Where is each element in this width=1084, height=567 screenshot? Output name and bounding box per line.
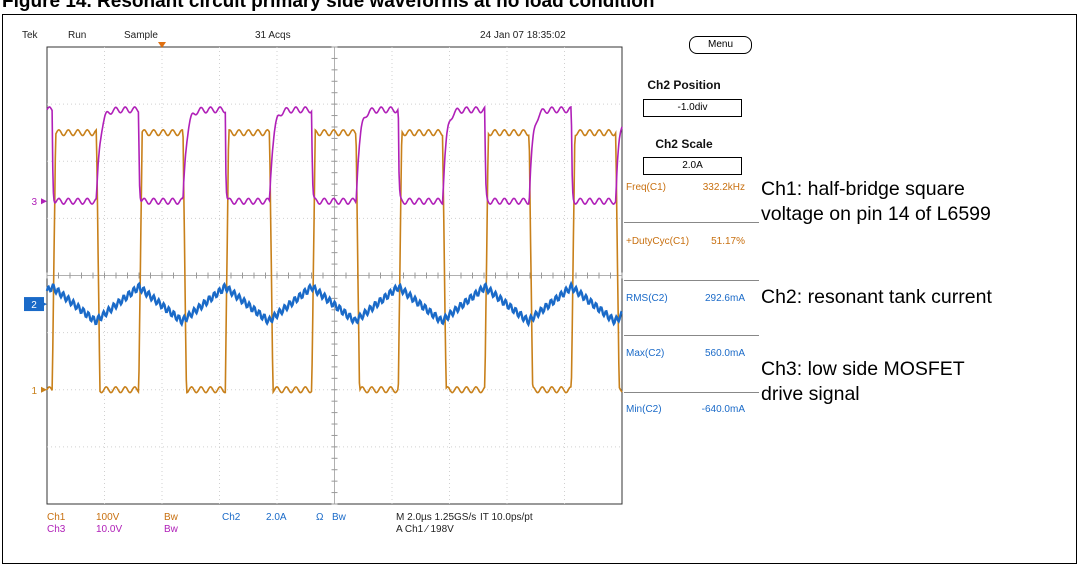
ch2-scale-title: Ch2 Scale <box>655 137 713 151</box>
meas-value: 51.17% <box>711 236 745 247</box>
ch2-scale-value[interactable]: 2.0A <box>643 157 742 175</box>
run-status: Run <box>68 30 87 41</box>
trigger-readout: A Ch1 ⁄ 198V <box>396 524 454 535</box>
meas-divider <box>624 222 759 223</box>
meas-value: 332.2kHz <box>702 182 745 193</box>
meas-divider <box>624 392 759 393</box>
annotation-line: Ch2: resonant tank current <box>761 286 992 308</box>
ch2-marker-arrow <box>41 301 47 308</box>
ch2-marker-box <box>24 297 44 312</box>
trigger-position-marker <box>158 42 166 48</box>
meas-value: 292.6mA <box>704 293 745 304</box>
ch3-marker-arrow <box>41 198 47 205</box>
meas-value: 560.0mA <box>704 348 745 359</box>
ch2-bw: Bw <box>332 512 346 523</box>
meas-label: +DutyCyc(C1) <box>626 236 690 247</box>
annotation-ch2: Ch2: resonant tank current <box>761 285 992 310</box>
interp: IT 10.0ps/pt <box>480 512 533 523</box>
annotation-line: Ch1: half-bridge square <box>761 178 965 200</box>
menu-button[interactable]: Menu <box>689 36 752 54</box>
datetime: 24 Jan 07 18:35:02 <box>480 30 566 41</box>
figure-title: Figure 14. Resonant circuit primary side… <box>2 0 655 12</box>
ch2-coupling: Ω <box>316 512 324 523</box>
trace-ch2 <box>45 280 623 328</box>
meas-label: Min(C2) <box>626 404 662 415</box>
trace-ch3 <box>46 105 623 206</box>
meas-divider <box>624 280 759 281</box>
ch3-scale: 10.0V <box>96 524 123 535</box>
annotation-line: Ch3: low side MOSFET <box>761 358 965 380</box>
channel-markers: 3 2 1 <box>24 197 47 397</box>
timebase: M 2.0µs 1.25GS/s <box>396 512 477 523</box>
ch2-position-title: Ch2 Position <box>647 78 721 92</box>
ch2-position-value[interactable]: -1.0div <box>643 99 742 117</box>
ch1-scale: 100V <box>96 512 120 523</box>
brand-label: Tek <box>22 30 38 41</box>
ch2-label: Ch2 <box>222 512 241 523</box>
trace-ch1 <box>46 127 623 395</box>
meas-divider <box>624 335 759 336</box>
annotation-line: voltage on pin 14 of L6599 <box>761 203 991 225</box>
meas-value: -640.0mA <box>701 404 745 415</box>
meas-label: Max(C2) <box>626 348 665 359</box>
meas-label: Freq(C1) <box>626 182 667 193</box>
ch1-label: Ch1 <box>47 512 66 523</box>
ch1-bw: Bw <box>164 512 178 523</box>
annotation-ch3: Ch3: low side MOSFET drive signal <box>761 357 965 407</box>
ch3-marker-label: 3 <box>31 197 37 208</box>
annotation-line: drive signal <box>761 383 860 405</box>
annotation-ch1: Ch1: half-bridge square voltage on pin 1… <box>761 177 991 227</box>
figure-frame <box>2 14 1077 564</box>
ch1-marker-arrow <box>41 386 47 393</box>
ch2-scale: 2.0A <box>266 512 287 523</box>
acq-mode: Sample <box>124 30 158 41</box>
ch2-marker-label: 2 <box>31 300 37 311</box>
acq-count: 31 Acqs <box>255 30 291 41</box>
meas-label: RMS(C2) <box>626 293 668 304</box>
ch3-bw: Bw <box>164 524 178 535</box>
ch3-label: Ch3 <box>47 524 66 535</box>
waveform-traces <box>45 105 623 395</box>
ch1-marker-label: 1 <box>31 386 37 397</box>
graticule <box>46 42 623 505</box>
